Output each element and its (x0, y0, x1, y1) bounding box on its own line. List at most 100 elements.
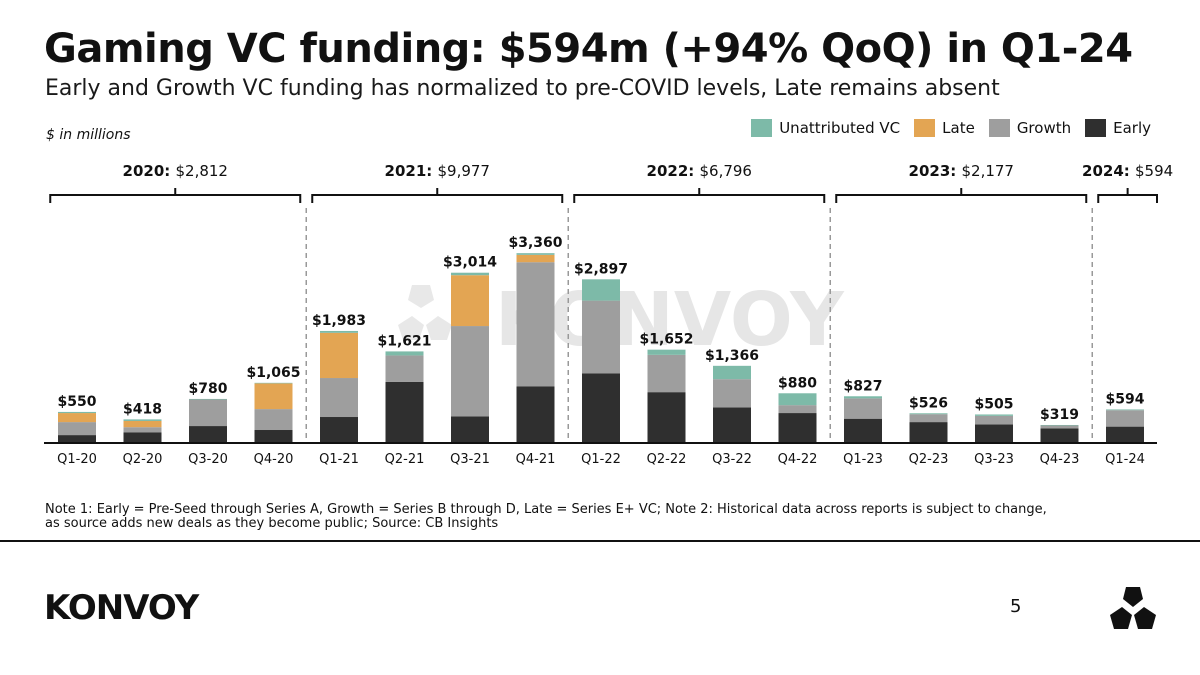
year-group-total: $6,796 (699, 162, 752, 180)
bar-labels: $550 $418 $780 $1,065 $1,983 $1,621 $3,014 $3,3… (58, 235, 1145, 423)
bar-total-label: $550 (58, 394, 97, 410)
year-group-year: 2023: (909, 162, 962, 180)
x-tick-label: Q1-24 (1105, 452, 1145, 467)
bar-segment-early (254, 430, 293, 443)
bar-segment-early (647, 392, 686, 443)
bar-segment-early (58, 435, 96, 443)
bar-segment-early (516, 386, 555, 443)
bar-segment-early (451, 416, 489, 443)
x-tick-label: Q4-20 (254, 452, 294, 467)
konvoy-logo-icon (1110, 587, 1156, 629)
year-brace (1097, 188, 1158, 203)
x-tick-label: Q1-20 (57, 452, 97, 467)
bar-segment-unattributed-vc (516, 253, 555, 255)
bar-total-label: $1,366 (705, 348, 759, 364)
bar-segment-late (451, 275, 489, 327)
bar-segment-early (189, 426, 227, 443)
bar-segment-growth (647, 354, 686, 393)
bar-segment-growth (189, 399, 227, 427)
bar-segment-unattributed-vc (254, 382, 293, 384)
bar-segment-growth (1106, 410, 1144, 427)
bar-segment-unattributed-vc (778, 393, 817, 406)
year-group-total: $2,812 (175, 162, 228, 180)
year-group-label: 2021: $9,977 (385, 162, 490, 180)
year-brace (49, 188, 302, 203)
bar-total-label: $3,014 (443, 255, 497, 271)
legend-swatch-unattributed (751, 119, 773, 137)
bar-segment-unattributed-vc (582, 279, 620, 301)
x-tick-label: Q3-22 (712, 452, 752, 467)
bar-segment-growth (582, 300, 620, 374)
x-tick-label: Q3-23 (974, 452, 1014, 467)
bar-segment-early (975, 424, 1013, 443)
bar-total-label: $1,652 (639, 332, 693, 348)
year-group-label: 2024: $594 (1082, 162, 1173, 180)
bar-segment-early (385, 381, 424, 443)
x-tick-label: Q1-23 (843, 452, 883, 467)
x-tick-label: Q2-21 (385, 452, 425, 467)
bar-segment-unattributed-vc (451, 272, 489, 276)
bar-segment-unattributed-vc (320, 330, 358, 333)
bar-total-label: $880 (778, 375, 817, 391)
bar-segment-growth (385, 355, 424, 382)
year-group-year: 2022: (647, 162, 700, 180)
legend-item-late: Late (914, 119, 975, 137)
bar-total-label: $2,897 (574, 261, 628, 277)
bar-total-label: $526 (909, 395, 948, 411)
x-tick-label: Q2-23 (909, 452, 949, 467)
bar-segment-early (582, 373, 620, 443)
bar-total-label: $319 (1040, 407, 1079, 423)
page-title: Gaming VC funding: $594m (+94% QoQ) in Q… (44, 26, 1133, 72)
bar-segment-unattributed-vc (123, 419, 162, 421)
page-subtitle: Early and Growth VC funding has normaliz… (45, 76, 1000, 101)
bar-segment-growth (844, 398, 882, 419)
chart-legend: Unattributed VC Late Growth Early (737, 119, 1151, 137)
bar-segment-early (844, 418, 882, 443)
bar-segment-unattributed-vc (58, 411, 96, 414)
legend-swatch-growth (988, 119, 1010, 137)
x-tick-label: Q2-22 (647, 452, 687, 467)
x-tick-label: Q2-20 (123, 452, 163, 467)
bar-segment-growth (516, 262, 555, 387)
x-tick-label: Q4-23 (1040, 452, 1080, 467)
x-tick-label: Q3-21 (450, 452, 490, 467)
legend-label-unattributed: Unattributed VC (779, 119, 901, 137)
bar-segment-early (320, 417, 358, 443)
bar-total-label: $594 (1106, 391, 1145, 407)
footnote-line-1: Note 1: Early = Pre-Seed through Series … (45, 502, 1047, 517)
bar-segment-unattributed-vc (844, 396, 882, 399)
footer-divider (0, 540, 1200, 542)
bar-total-label: $1,065 (246, 365, 300, 381)
bar-segment-unattributed-vc (713, 365, 751, 380)
year-group-label: 2022: $6,796 (647, 162, 752, 180)
bar-segment-growth (909, 414, 948, 423)
x-tick-label: Q4-21 (516, 452, 556, 467)
year-group-year: 2024: (1082, 162, 1135, 180)
bar-total-label: $1,983 (312, 313, 366, 329)
x-tick-label: Q1-21 (319, 452, 359, 467)
bar-segment-late (254, 383, 293, 410)
legend-item-unattributed: Unattributed VC (751, 119, 900, 137)
bars (58, 253, 1144, 443)
bar-segment-early (123, 432, 162, 443)
x-axis: Q1-20 Q2-20 Q3-20 Q4-20 Q1-21 Q2-21 Q3-21 Q4-21… (44, 442, 1157, 467)
legend-item-growth: Growth (988, 119, 1071, 137)
legend-label-late: Late (942, 119, 975, 137)
watermark-logo-icon (426, 316, 452, 340)
bar-segment-growth (123, 427, 162, 433)
bar-total-label: $3,360 (508, 235, 562, 251)
bar-segment-unattributed-vc (975, 414, 1013, 416)
bar-segment-growth (320, 378, 358, 418)
bar-segment-growth (713, 379, 751, 408)
bar-segment-early (778, 413, 817, 443)
year-group-total: $2,177 (961, 162, 1014, 180)
bar-segment-growth (975, 415, 1013, 425)
year-brace (311, 188, 564, 203)
x-tick-label: Q3-20 (188, 452, 228, 467)
watermark-logo-icon (398, 316, 424, 340)
x-tick-label: Q1-22 (581, 452, 621, 467)
page-number: 5 (1010, 596, 1022, 617)
bar-segment-unattributed-vc (189, 398, 227, 400)
year-group-label: 2020: $2,812 (123, 162, 228, 180)
brand-wordmark: KONVOY (44, 588, 199, 628)
